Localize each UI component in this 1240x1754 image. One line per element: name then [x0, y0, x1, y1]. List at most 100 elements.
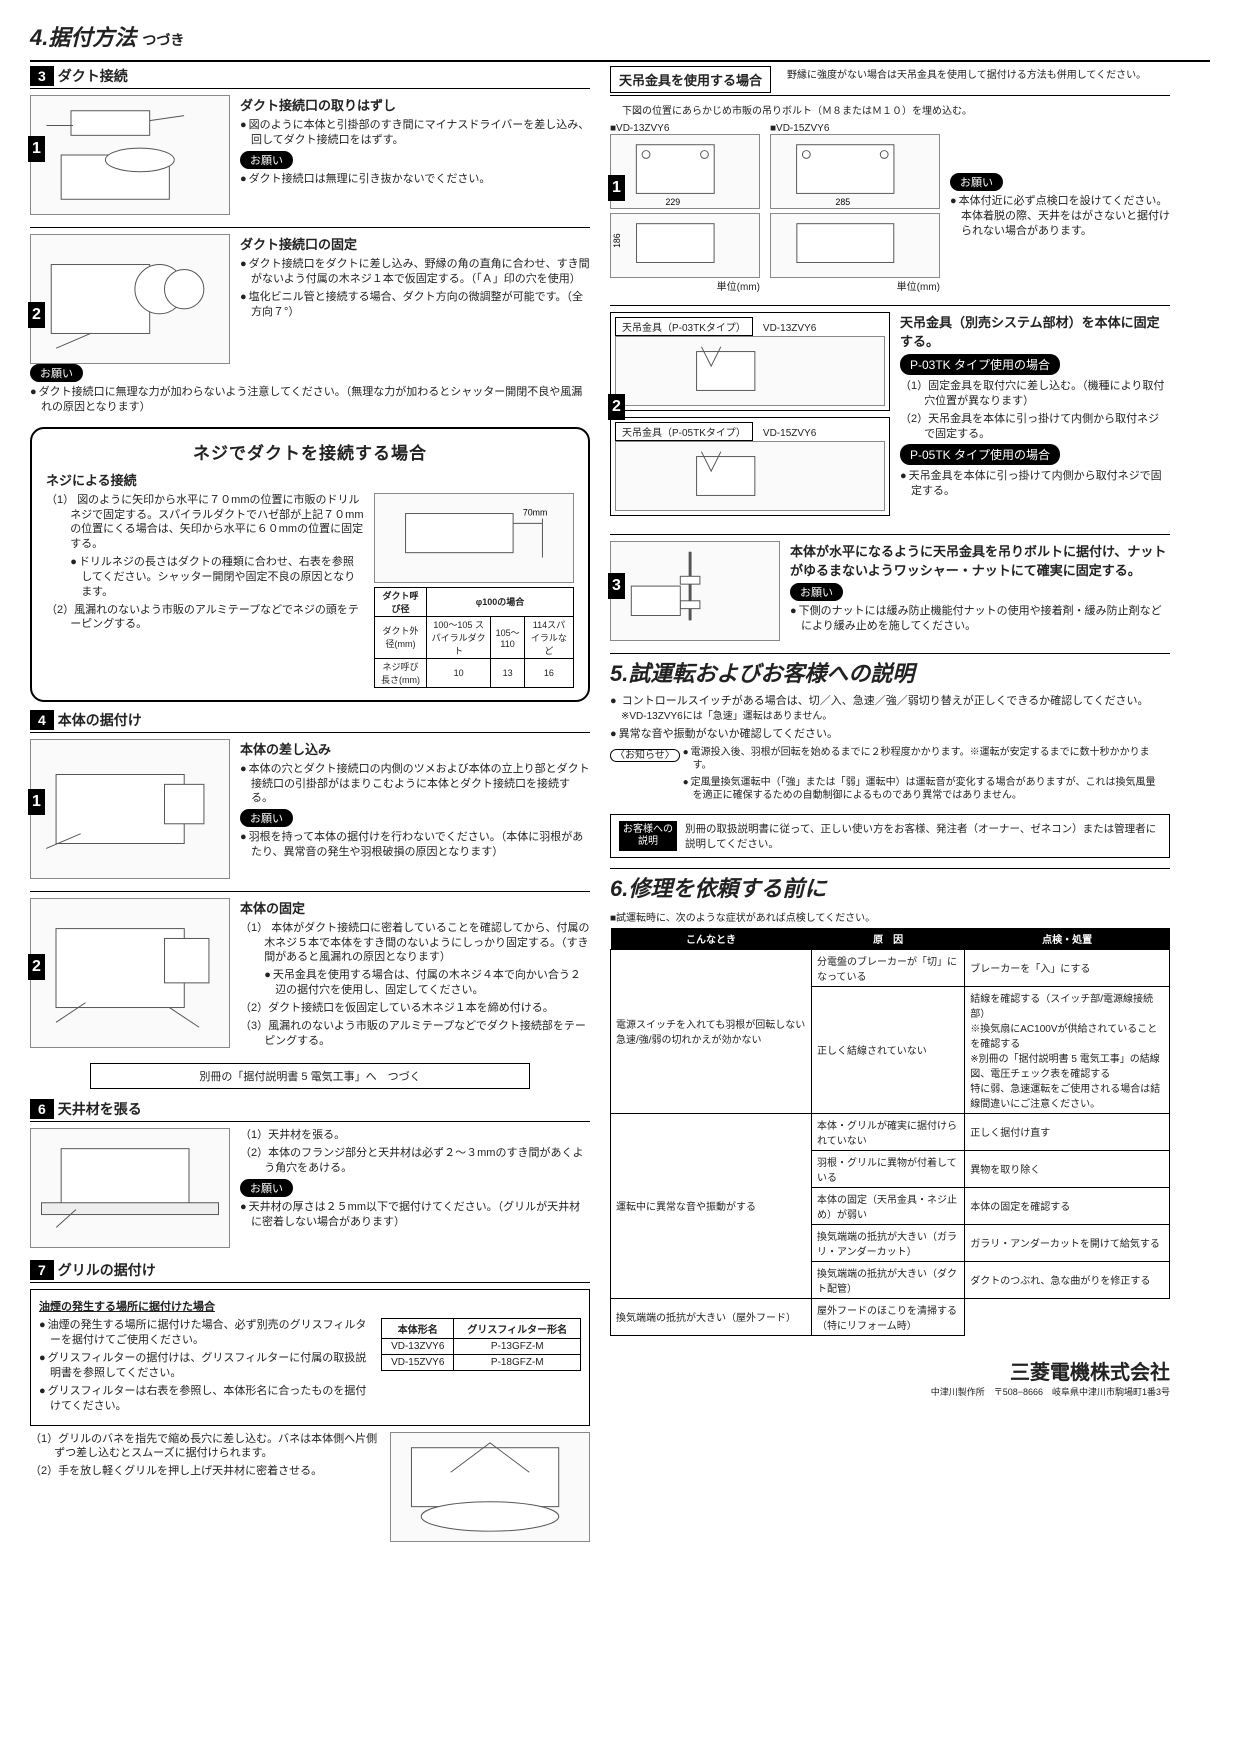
caution-pill: お願い — [790, 583, 843, 601]
type-pill: P-03TK タイプ使用の場合 — [900, 354, 1060, 375]
svg-text:186: 186 — [612, 233, 622, 248]
table-cell: 換気端端の抵抗が大きい（ガラリ・アンダーカット） — [812, 1224, 965, 1261]
caution-pill: お願い — [950, 173, 1003, 191]
caution-pill: お願い — [240, 151, 293, 169]
bullet-text: 天吊金具を本体に引っ掛けて内側から取付ネジで固定する。 — [900, 469, 1170, 499]
step-text: 図のように矢印から水平に７０mmの位置に市販のドリルネジで固定する。スパイラルダ… — [46, 493, 364, 600]
ceiling-bracket-title: 天吊金具を使用する場合 — [610, 66, 771, 93]
step-text: 天吊金具を本体に引っ掛けて内側から取付ネジで固定する。 — [900, 412, 1170, 442]
bullet-text: 図のように本体と引掛部のすき間にマイナスドライバーを差し込み、回してダクト接続口… — [240, 118, 590, 148]
subheading: ダクト接続口の固定 — [240, 234, 590, 253]
step4-block2: 2 本体の固定 本体がダクト接続口に密着していることを確認してから、付属の木ネジ… — [30, 898, 590, 1052]
left-column: 3ダクト接続 1 ダクト接続口の取りはずし 図のように本 — [30, 66, 590, 1542]
bullet-text: グリスフィルターは右表を参照し、本体形名に合ったものを据付けてください。 — [39, 1384, 371, 1414]
step6-block: 天井材を張る。 本体のフランジ部分と天井材は必ず２～３mmのすき間があくよう角穴… — [30, 1128, 590, 1248]
table-cell: ダクトのつぶれ、急な曲がりを修正する — [965, 1261, 1170, 1298]
box-title: 油煙の発生する場所に据付けた場合 — [39, 1298, 581, 1314]
vd13-side-figure: 186 — [610, 213, 760, 278]
bullet-text: 本体の穴とダクト接続口の内側のツメおよび本体の立上り部とダクト接続口の引掛部がは… — [240, 762, 590, 807]
bracket-tag: 天吊金具（P-03TKタイプ） VD-13ZVY6 — [615, 317, 885, 336]
bullet-text: ダクト接続口をダクトに差し込み、野縁の角の直角に合わせ、すき間がないよう付属の木… — [240, 257, 590, 287]
subheading: ダクト接続口の取りはずし — [240, 95, 590, 114]
step-text: 風漏れのないよう市販のアルミテープなどでダクト接続部をテーピングする。 — [240, 1019, 590, 1049]
table-cell: ガラリ・アンダーカットを開けて給気する — [965, 1224, 1170, 1261]
table-cell: 異物を取り除く — [965, 1150, 1170, 1187]
step3-header: 3ダクト接続 — [30, 66, 590, 89]
subheading: 天吊金具（別売システム部材）を本体に固定する。 — [900, 312, 1170, 350]
caution-text: 下側のナットには緩み防止機能付ナットの使用や接着剤・緩み防止剤などにより緩み止め… — [790, 604, 1170, 634]
step-text: 風漏れのないよう市販のアルミテープなどでネジの頭をテーピングする。 — [46, 603, 364, 633]
caution-pill: お願い — [30, 364, 83, 382]
subheading: 本体の固定 — [240, 898, 590, 917]
table-cell: 運転中に異常な音や振動がする — [611, 1113, 812, 1298]
notice-text: 電源投入後、羽根が回転を始めるまでに２秒程度かかります。※運転が安定するまでに数… — [683, 746, 1159, 773]
step4-header: 4本体の据付け — [30, 710, 590, 733]
ceiling-bracket-sub: 野縁に強度がない場合は天吊金具を使用して据付ける方法も併用してください。 — [781, 66, 1170, 81]
duct-remove-figure — [30, 95, 230, 215]
step4-block1: 1 本体の差し込み 本体の穴とダクト接続口の内側のツメおよび本体の立上り部とダク… — [30, 739, 590, 879]
caution-pill: お願い — [240, 1179, 293, 1197]
table-cell: 正しく据付け直す — [965, 1113, 1170, 1150]
table-cell: 電源スイッチを入れても羽根が回転しない 急速/強/弱の切れかえが効かない — [611, 949, 812, 1113]
table-cell: 結線を確認する（スイッチ部/電源線接続部） ※換気扇にAC100Vが供給されてい… — [965, 986, 1170, 1113]
grease-filter-box: 油煙の発生する場所に据付けた場合 油煙の発生する場所に据付けた場合、必ず別売のグ… — [30, 1289, 590, 1425]
step7-header: 7グリルの据付け — [30, 1260, 590, 1283]
bullet-text: ドリルネジの長さはダクトの種類に合わせ、右表を参照してください。シャッター開閉や… — [70, 555, 364, 600]
grease-filter-table: 本体形名グリスフィルター形名 VD-13ZVY6P-13GFZ-M VD-15Z… — [381, 1318, 581, 1371]
grille-install-block: グリルのバネを指先で縮め長穴に差し込む。バネは本体側へ片側ずつ差し込むとスムーズ… — [30, 1432, 590, 1542]
caution-text: 羽根を持って本体の据付けを行わないでください。（本体に羽根があたり、異常音の発生… — [240, 830, 590, 860]
company-name: 三菱電機株式会社 — [610, 1356, 1170, 1385]
bullet-text: グリスフィルターの据付けは、グリスフィルターに付属の取扱説明書を参照してください… — [39, 1351, 371, 1381]
step-text: 手を放し軽くグリルを押し上げ天井材に密着させる。 — [30, 1464, 380, 1479]
note-label: お客様への 説明 — [619, 821, 677, 851]
table-cell: 屋外フードのほこりを清掃する（特にリフォーム時） — [812, 1298, 965, 1335]
note-body: 別冊の取扱説明書に従って、正しい使い方をお客様、発注者（オーナー、ゼネコン）また… — [685, 821, 1161, 851]
p03tk-figure — [615, 336, 885, 406]
unit-label: 単位(mm) — [770, 278, 940, 293]
table-cell: 本体の固定（天吊金具・ネジ止め）が弱い — [812, 1187, 965, 1224]
section6-title: 6.修理を依頼する前に — [610, 868, 1170, 903]
svg-text:285: 285 — [836, 197, 851, 207]
step-text: グリルのバネを指先で縮め長穴に差し込む。バネは本体側へ片側ずつ差し込むとスムーズ… — [30, 1432, 380, 1462]
intro-text: 下図の位置にあらかじめ市販の吊りボルト（Ｍ８またはＭ１０）を埋め込む。 — [622, 102, 1170, 117]
caution-pill: お願い — [240, 809, 293, 827]
continue-box: 別冊の「据付説明書 5 電気工事」へ つづく — [90, 1063, 530, 1089]
duct-fix-figure — [30, 234, 230, 364]
ceiling-block2: 2 天吊金具（P-03TKタイプ） VD-13ZVY6 天吊金具（P-05TKタ… — [610, 312, 1170, 522]
side-number-icon: 2 — [28, 302, 45, 328]
table-cell: 換気端端の抵抗が大きい（ダクト配管） — [812, 1261, 965, 1298]
model-label: ■VD-13ZVY6 — [610, 123, 760, 134]
right-column: 天吊金具を使用する場合 野縁に強度がない場合は天吊金具を使用して据付ける方法も併… — [610, 66, 1170, 1542]
bullet-text: 塩化ビニル管と接続する場合、ダクト方向の微調整が可能です。（全方向７°） — [240, 290, 590, 320]
step-text: 本体がダクト接続口に密着していることを確認してから、付属の木ネジ５本で本体をすき… — [240, 921, 590, 998]
screw-duct-callout: ネジでダクトを接続する場合 ネジによる接続 図のように矢印から水平に７０mmの位… — [30, 427, 590, 702]
svg-text:70mm: 70mm — [523, 507, 547, 517]
section5-title: 5.試運転およびお客様への説明 — [610, 653, 1170, 688]
model-label: ■VD-15ZVY6 — [770, 123, 940, 134]
screw-position-figure: 70mm — [374, 493, 574, 583]
ceiling-block1: 1 下図の位置にあらかじめ市販の吊りボルト（Ｍ８またはＭ１０）を埋め込む。 ■V… — [610, 102, 1170, 293]
side-number-icon: 1 — [608, 175, 625, 201]
table-cell: 分電盤のブレーカーが「切」になっている — [812, 949, 965, 986]
svg-text:229: 229 — [666, 197, 681, 207]
repair-intro: ■試運転時に、次のような症状があれば点検してください。 — [610, 909, 1170, 924]
vd15-side-figure — [770, 213, 940, 278]
type-pill: P-05TK タイプ使用の場合 — [900, 444, 1060, 465]
customer-note-box: お客様への 説明 別冊の取扱説明書に従って、正しい使い方をお客様、発注者（オーナ… — [610, 814, 1170, 858]
caution-text: 本体付近に必ず点検口を設けてください。本体着脱の際、天井をはがさないと据付けられ… — [950, 194, 1170, 239]
callout-title: ネジでダクトを接続する場合 — [46, 439, 574, 464]
bullet-text: 異常な音や振動がないか確認してください。 — [610, 727, 1170, 742]
step6-header: 6天井材を張る — [30, 1099, 590, 1122]
subheading: 本体の差し込み — [240, 739, 590, 758]
unit-label: 単位(mm) — [610, 278, 760, 293]
body-fix-figure — [30, 898, 230, 1048]
grille-figure — [390, 1432, 590, 1542]
side-number-icon: 2 — [608, 394, 625, 420]
side-number-icon: 1 — [28, 136, 45, 162]
bullet-text: 天吊金具を使用する場合は、付属の木ネジ４本で向かい合う２辺の据付穴を使用し、固定… — [264, 968, 590, 998]
table-cell: 換気端端の抵抗が大きい（屋外フード） — [611, 1298, 812, 1335]
bullet-text: コントロールスイッチがある場合は、切／入、急速／強／弱切り替えが正しくできるか確… — [610, 694, 1170, 724]
section4-title: 4.据付方法つづき — [30, 20, 1210, 52]
screw-length-table: ダクト呼び径φ100の場合 ダクト外径(mm)100～105 スパイラルダクト1… — [374, 587, 574, 688]
side-number-icon: 3 — [608, 573, 625, 599]
